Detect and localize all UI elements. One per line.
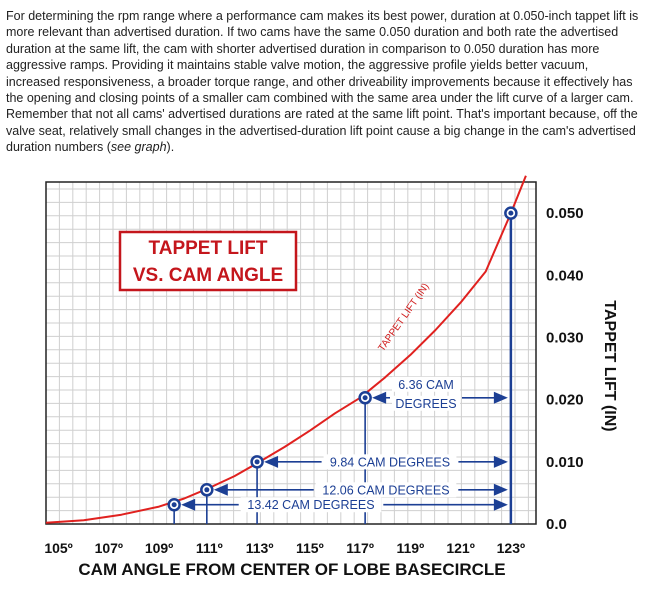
title-box-frame [118,230,298,292]
curve-point-center [362,395,368,401]
annotation-label: 13.42 CAM DEGREES [247,498,374,512]
x-tick-label: 123º [497,540,525,556]
x-tick-label: 105º [44,540,72,556]
annotation-label-bg [392,376,460,392]
chart-title-line-2: VS. CAM ANGLE [133,265,283,286]
annotation-label: 9.84 CAM DEGREES [330,455,450,469]
curve-point-center [508,210,514,216]
y-tick-label: 0.010 [546,454,584,471]
x-tick-label: 111º [196,540,223,556]
y-tick-label: 0.020 [546,392,584,409]
arrow-head [264,455,279,468]
y-tick-label: 0.040 [546,267,584,284]
annotation-label: 6.36 CAM [398,378,454,392]
x-tick-label: 115º [296,540,324,556]
arrow-head [493,483,508,496]
x-tick-label: 119º [397,540,425,556]
y-axis-title: TAPPET LIFT (IN) [601,300,618,431]
curve-point-center [204,487,210,493]
chart-title-box: TAPPET LIFT VS. CAM ANGLE [118,230,298,292]
plot-frame [45,181,537,525]
annotation-label-bg [315,482,457,498]
paragraph-text-after: ). [166,140,175,155]
annotation-label: 12.06 CAM DEGREES [322,483,449,497]
curve-point-center [254,459,260,465]
x-tick-label: 117º [346,540,374,556]
x-tick-label: 113º [246,540,274,556]
annotation-label: DEGREES [395,397,456,411]
data-points [167,206,518,512]
annotation-label-bg [392,395,460,411]
arrow-head [213,483,228,496]
x-axis-title: CAM ANGLE FROM CENTER OF LOBE BASECIRCLE [78,560,505,579]
graph-reference: see graph [110,140,167,155]
x-tick-label: 109º [145,540,173,556]
x-axis-ticks: 105º 107º 109º 111º 113º 115º 117º 119º 121º 123º [44,540,525,556]
arrow-head [181,498,196,511]
arrow-head [493,391,508,404]
annotation-labels: 6.36 CAM DEGREES 9.84 CAM DEGREES 12.06 CAM… [240,376,460,513]
arrow-head [372,391,387,404]
annotation-label-bg [240,497,382,513]
y-tick-label: 0.0 [546,516,567,533]
y-tick-label: 0.030 [546,329,584,346]
annotation-label-bg [323,454,457,470]
x-tick-label: 107º [95,540,123,556]
chart-title-line-1: TAPPET LIFT [149,238,268,259]
arrow-head [493,498,508,511]
article-paragraph: For determining the rpm range where a pe… [6,8,642,156]
y-axis-ticks: 0.0 0.010 0.020 0.030 0.040 0.050 [546,205,584,533]
curve-point-center [171,502,177,508]
arrow-head [493,455,508,468]
x-tick-label: 121º [446,540,474,556]
y-tick-label: 0.050 [546,205,584,222]
tappet-lift-curve [45,175,527,524]
paragraph-text-before: For determining the rpm range where a pe… [6,9,639,155]
